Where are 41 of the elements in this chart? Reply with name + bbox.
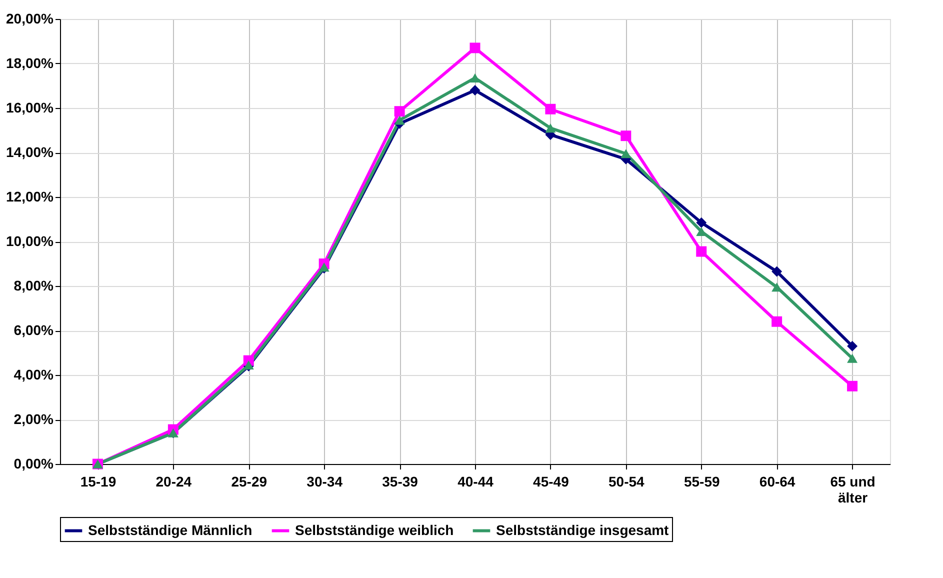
x-tick-label: 15-19 bbox=[80, 474, 116, 490]
point bbox=[847, 380, 858, 392]
point bbox=[620, 130, 632, 142]
point bbox=[696, 217, 707, 228]
x-tick-label: 50-54 bbox=[608, 474, 645, 490]
y-tick-label: 10,00% bbox=[6, 233, 54, 249]
y-tick-label: 18,00% bbox=[6, 55, 54, 71]
point bbox=[394, 106, 405, 117]
point bbox=[545, 123, 556, 133]
point bbox=[696, 246, 707, 257]
point bbox=[847, 340, 858, 352]
legend-label: Selbstständige weiblich bbox=[295, 522, 454, 538]
y-tick-label: 0,00% bbox=[14, 456, 54, 472]
y-tick-label: 16,00% bbox=[6, 100, 54, 116]
x-tick-label: 20-24 bbox=[156, 474, 192, 490]
point bbox=[545, 104, 556, 114]
x-tick-label: 40-44 bbox=[458, 474, 494, 490]
point bbox=[772, 316, 782, 327]
point bbox=[470, 84, 480, 96]
x-tick-label: 60-64 bbox=[759, 474, 796, 490]
y-tick-label: 14,00% bbox=[6, 144, 54, 160]
legend-label: Selbstständige Männlich bbox=[88, 522, 252, 538]
x-tick-label: 55-59 bbox=[684, 474, 720, 490]
y-tick-label: 6,00% bbox=[14, 322, 54, 338]
x-tick-label: 65 und älter bbox=[830, 474, 876, 506]
x-tick-label: 45-49 bbox=[533, 474, 570, 490]
y-tick-label: 20,00% bbox=[6, 10, 54, 26]
point bbox=[470, 42, 480, 54]
legend-label: Selbstständige insgesamt bbox=[496, 522, 670, 538]
point bbox=[470, 73, 480, 83]
x-tick-label: 30-34 bbox=[306, 474, 343, 490]
point bbox=[620, 149, 632, 158]
y-tick-label: 8,00% bbox=[14, 278, 54, 294]
y-tick-label: 2,00% bbox=[14, 411, 54, 427]
x-tick-label: 35-39 bbox=[382, 474, 418, 490]
x-tick-label: 25-29 bbox=[231, 474, 268, 490]
y-tick-label: 12,00% bbox=[6, 188, 54, 204]
point bbox=[847, 354, 858, 363]
point bbox=[394, 116, 405, 125]
y-tick-label: 4,00% bbox=[14, 366, 54, 382]
point bbox=[772, 266, 782, 277]
